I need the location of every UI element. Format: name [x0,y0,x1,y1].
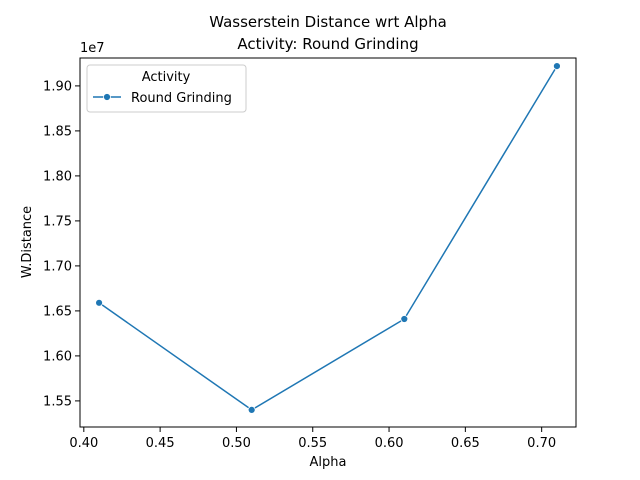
data-point [400,315,409,323]
plot-area [95,62,561,414]
x-tick-label: 0.55 [298,436,327,451]
data-point [247,405,256,414]
y-tick-label: 1.60 [43,349,72,364]
x-axis-label: Alpha [310,455,347,470]
x-axis-ticks: 0.40 0.45 0.50 0.55 0.60 0.65 0.70 [69,427,556,451]
chart-title-line2: Activity: Round Grinding [237,35,418,53]
data-point [95,298,103,307]
y-axis-label: W.Distance [20,206,35,278]
x-tick-label: 0.45 [146,436,175,451]
x-tick-label: 0.70 [527,436,556,451]
legend-entry-round-grinding: Round Grinding [131,91,232,106]
x-tick-label: 0.40 [69,436,98,451]
y-axis-ticks: 1.55 1.60 1.65 1.70 1.75 1.80 1.85 1.90 [43,79,80,409]
legend: Activity Round Grinding [86,64,247,113]
legend-marker-swatch [103,93,111,101]
x-tick-label: 0.65 [451,436,480,451]
x-tick-label: 0.50 [222,436,251,451]
x-tick-label: 0.60 [375,436,404,451]
legend-box [86,64,247,113]
y-tick-label: 1.85 [43,124,72,139]
chart-title-line1: Wasserstein Distance wrt Alpha [209,13,447,31]
y-tick-label: 1.70 [43,259,72,274]
legend-title: Activity [142,70,191,85]
y-tick-label: 1.90 [43,79,72,94]
y-offset-label: 1e7 [80,41,105,56]
axes-frame [79,57,577,428]
y-tick-label: 1.65 [43,304,72,319]
y-tick-label: 1.80 [43,169,72,184]
series-line [98,65,558,411]
y-tick-label: 1.55 [43,394,72,409]
data-point [553,62,561,70]
y-tick-label: 1.75 [43,214,72,229]
